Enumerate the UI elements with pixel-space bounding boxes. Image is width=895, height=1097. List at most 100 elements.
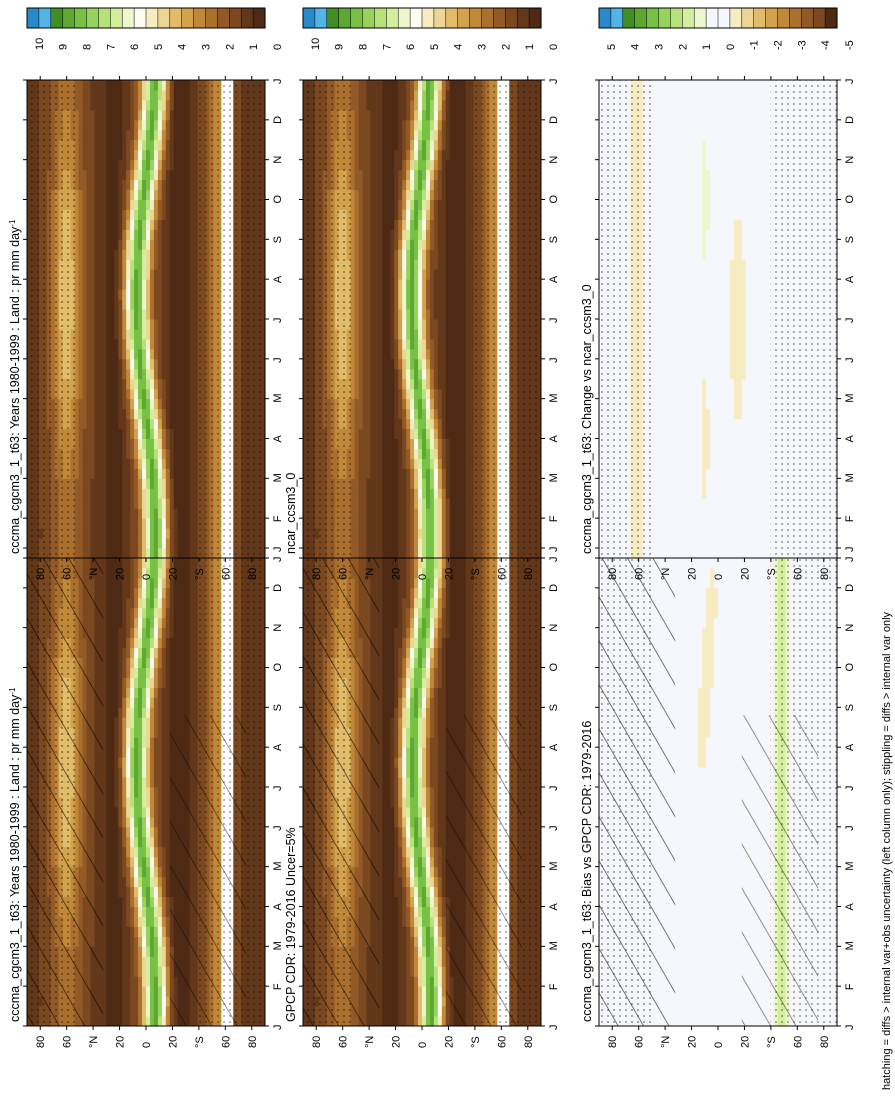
- heatmap-cell: [161, 876, 167, 888]
- heatmap-cell: [90, 548, 95, 559]
- heatmap-cell: [161, 717, 167, 728]
- heatmap-cell: [161, 109, 167, 121]
- heatmap-cell: [161, 896, 167, 907]
- heatmap-cell: [161, 169, 167, 181]
- heatmap-cell: [153, 607, 159, 619]
- heatmap-cell: [177, 687, 183, 698]
- heatmap-cell: [177, 677, 183, 688]
- heatmap-cell: [98, 328, 103, 340]
- heatmap-cell: [90, 129, 95, 141]
- heatmap-cell: [118, 139, 123, 151]
- heatmap-cell: [181, 338, 187, 350]
- heatmap-cell: [189, 219, 195, 230]
- heatmap-cell: [153, 836, 159, 848]
- heatmap-cell: [181, 289, 187, 300]
- heatmap-cell: [149, 518, 155, 529]
- heatmap-cell: [102, 299, 107, 310]
- heatmap-cell: [114, 388, 119, 400]
- heatmap-cell: [94, 179, 99, 191]
- heatmap-cell: [193, 587, 199, 599]
- heatmap-cell: [165, 956, 171, 967]
- heatmap-cell: [102, 747, 107, 758]
- heatmap-cell: [173, 80, 179, 91]
- heatmap-cell: [126, 548, 131, 559]
- heatmap-cell: [142, 89, 147, 101]
- heatmap-cell: [106, 856, 111, 868]
- heatmap-cell: [110, 408, 115, 420]
- heatmap-cell: [134, 567, 139, 579]
- heatmap-cell: [114, 926, 119, 937]
- heatmap-cell: [114, 348, 119, 360]
- heatmap-cell: [122, 508, 127, 519]
- heatmap-cell: [90, 299, 95, 310]
- heatmap-cell: [173, 259, 179, 270]
- heatmap-cell: [149, 677, 155, 688]
- heatmap-cell: [114, 438, 119, 449]
- heatmap-cell: [153, 816, 159, 828]
- heatmap-cell: [142, 707, 147, 718]
- heatmap-cell: [126, 488, 131, 499]
- heatmap-cell: [142, 667, 147, 678]
- heatmap-cell: [138, 299, 143, 310]
- heatmap-cell: [110, 99, 115, 111]
- heatmap-cell: [118, 249, 123, 260]
- heatmap-cell: [185, 707, 191, 718]
- heatmap-cell: [173, 398, 179, 410]
- heatmap-cell: [118, 976, 123, 987]
- heatmap-cell: [177, 179, 183, 191]
- heatmap-cell: [122, 109, 127, 121]
- heatmap-cell: [149, 289, 155, 300]
- heatmap-cell: [181, 388, 187, 400]
- heatmap-cell: [90, 209, 95, 220]
- heatmap-cell: [157, 80, 163, 91]
- heatmap-cell: [189, 458, 195, 469]
- heatmap-cell: [189, 627, 195, 639]
- heatmap-cell: [130, 806, 135, 818]
- heatmap-cell: [98, 548, 103, 559]
- heatmap-cell: [126, 209, 131, 220]
- heatmap-cell: [165, 737, 171, 748]
- heatmap-cell: [185, 139, 191, 151]
- heatmap-cell: [149, 707, 155, 718]
- heatmap-cell: [138, 687, 143, 698]
- heatmap-cell: [146, 169, 151, 181]
- heatmap-cell: [173, 309, 179, 320]
- heatmap-cell: [161, 528, 167, 539]
- heatmap-cell: [134, 617, 139, 629]
- heatmap-cell: [138, 289, 143, 300]
- heatmap-cell: [130, 488, 135, 499]
- heatmap-cell: [181, 637, 187, 649]
- heatmap-cell: [126, 269, 131, 280]
- heatmap-cell: [130, 259, 135, 270]
- heatmap-cell: [90, 528, 95, 539]
- month-tick-label: F: [272, 983, 284, 990]
- heatmap-cell: [134, 587, 139, 599]
- heatmap-cell: [153, 428, 159, 439]
- heatmap-cell: [114, 518, 119, 529]
- heatmap-cell: [130, 856, 135, 868]
- heatmap-cell: [173, 139, 179, 151]
- heatmap-cell: [149, 697, 155, 708]
- heatmap-cell: [165, 777, 171, 788]
- heatmap-cell: [94, 319, 99, 330]
- heatmap-cell: [106, 757, 111, 768]
- heatmap-cell: [189, 637, 195, 649]
- heatmap-cell: [106, 338, 111, 350]
- heatmap-cell: [165, 906, 171, 917]
- heatmap-cell: [165, 916, 171, 927]
- heatmap-cell: [181, 617, 187, 629]
- heatmap-cell: [177, 368, 183, 380]
- heatmap-cell: [165, 468, 171, 479]
- heatmap-cell: [102, 139, 107, 151]
- heatmap-cell: [130, 657, 135, 668]
- heatmap-cell: [122, 498, 127, 509]
- heatmap-cell: [106, 567, 111, 579]
- heatmap-cell: [130, 976, 135, 987]
- heatmap-cell: [169, 528, 175, 539]
- heatmap-cell: [181, 428, 187, 439]
- heatmap-cell: [165, 358, 171, 370]
- heatmap-cell: [157, 418, 163, 430]
- heatmap-cell: [114, 577, 119, 589]
- heatmap-cell: [146, 667, 151, 678]
- heatmap-cell: [86, 538, 91, 549]
